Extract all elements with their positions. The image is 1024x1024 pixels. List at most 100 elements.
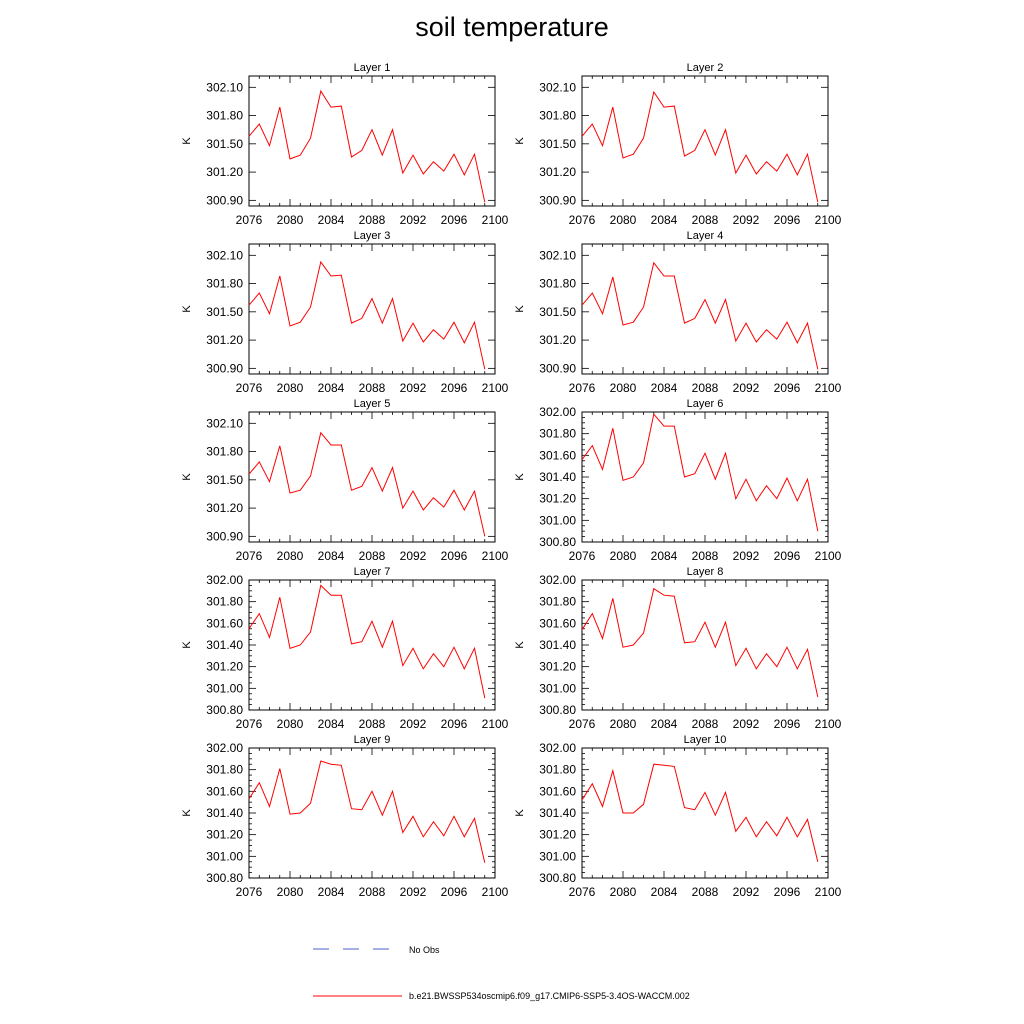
plot-frame [581,747,829,879]
x-tick-label: 2088 [692,549,719,563]
chart-panel: 2076 2080 2084 2088 2092 2096 2100 300.90 301.20… [181,230,509,395]
plot-frame [581,579,829,711]
y-tick-label: 302.10 [206,80,243,94]
y-axis-label: K [181,473,193,481]
x-tick-label: 2076 [236,549,263,563]
y-tick-label: 302.10 [539,248,576,262]
x-tick-label: 2080 [610,885,637,899]
y-axis-label: K [514,809,526,817]
y-tick-label: 300.80 [206,871,243,885]
y-tick-label: 300.80 [539,535,576,549]
y-tick-label: 301.50 [206,137,243,151]
x-tick-label: 2088 [359,213,386,227]
y-tick-label: 301.20 [539,165,576,179]
chart-panel: 2076 2080 2084 2088 2092 2096 2100 300.90 301.20… [181,398,509,563]
panel-title: Layer 3 [354,230,391,242]
x-tick-label: 2092 [733,717,760,731]
y-tick-label: 301.20 [206,660,243,674]
panel-title: Layer 4 [687,230,724,242]
y-tick-label: 300.90 [206,529,243,543]
x-tick-label: 2088 [359,717,386,731]
y-tick-label: 301.60 [539,784,576,798]
series-line [248,431,486,537]
x-tick-label: 2076 [569,381,596,395]
x-tick-label: 2092 [733,885,760,899]
y-tick-label: 301.50 [539,305,576,319]
x-tick-label: 2096 [774,549,801,563]
y-tick-label: 301.80 [206,109,243,123]
x-tick-label: 2100 [815,549,842,563]
plot-frame [581,411,829,543]
x-tick-label: 2100 [482,549,509,563]
plot-frame [581,243,829,375]
x-tick-label: 2096 [774,213,801,227]
page-title: soil temperature [415,12,609,42]
series-line [581,763,819,862]
x-tick-label: 2076 [569,549,596,563]
x-tick-label: 2092 [400,549,427,563]
y-tick-label: 301.40 [206,638,243,652]
x-tick-label: 2092 [400,717,427,731]
y-tick-label: 300.80 [206,703,243,717]
x-tick-label: 2084 [651,717,678,731]
y-tick-label: 301.00 [539,849,576,863]
chart-panel: 2076 2080 2084 2088 2092 2096 2100 300.80 301.00… [514,398,842,563]
y-tick-label: 301.80 [539,595,576,609]
y-tick-label: 301.00 [206,849,243,863]
x-tick-label: 2096 [774,885,801,899]
chart-panel: 2076 2080 2084 2088 2092 2096 2100 300.90 301.20… [514,62,842,227]
panel-title: Layer 2 [687,62,724,74]
x-tick-label: 2092 [400,213,427,227]
x-tick-label: 2100 [482,381,509,395]
series-line [581,413,819,532]
series-line [248,584,486,699]
chart-panel: 2076 2080 2084 2088 2092 2096 2100 300.90 301.20… [181,62,509,227]
series-line [248,760,486,863]
y-tick-label: 301.40 [206,806,243,820]
x-tick-label: 2076 [236,717,263,731]
y-tick-label: 302.10 [206,248,243,262]
plot-frame [248,411,496,543]
y-tick-label: 301.60 [539,448,576,462]
y-tick-label: 302.00 [539,741,576,755]
y-tick-label: 301.40 [539,806,576,820]
x-tick-label: 2088 [359,381,386,395]
x-tick-label: 2080 [277,381,304,395]
y-tick-label: 301.20 [539,828,576,842]
x-tick-label: 2096 [774,381,801,395]
x-tick-label: 2080 [277,213,304,227]
y-tick-label: 301.80 [539,109,576,123]
x-tick-label: 2100 [482,717,509,731]
x-tick-label: 2084 [318,381,345,395]
y-tick-label: 302.00 [539,405,576,419]
x-tick-label: 2080 [277,549,304,563]
x-tick-label: 2088 [692,213,719,227]
y-tick-label: 301.20 [539,660,576,674]
x-tick-label: 2100 [482,885,509,899]
plot-frame [248,75,496,207]
x-tick-label: 2092 [733,549,760,563]
y-tick-label: 301.60 [206,616,243,630]
chart-panel: 2076 2080 2084 2088 2092 2096 2100 300.80 301.00… [181,734,509,899]
plot-frame [248,579,496,711]
panel-title: Layer 8 [687,566,724,578]
x-tick-label: 2088 [692,885,719,899]
x-tick-label: 2076 [236,213,263,227]
series-line [248,260,486,370]
y-tick-label: 301.80 [206,445,243,459]
x-tick-label: 2100 [815,717,842,731]
y-tick-label: 301.50 [206,305,243,319]
legend: No Obs b.e21.BWSSP534oscmip6.f09_g17.CMI… [313,945,690,1001]
panel-title: Layer 9 [354,734,391,746]
y-tick-label: 301.20 [206,165,243,179]
x-tick-label: 2076 [569,717,596,731]
y-tick-label: 302.00 [206,573,243,587]
chart-panel: 2076 2080 2084 2088 2092 2096 2100 300.80 301.00… [514,566,842,731]
x-tick-label: 2080 [610,549,637,563]
y-tick-label: 301.80 [539,277,576,291]
plot-frame [248,243,496,375]
x-tick-label: 2084 [318,717,345,731]
series-line [581,90,819,203]
x-tick-label: 2096 [774,717,801,731]
